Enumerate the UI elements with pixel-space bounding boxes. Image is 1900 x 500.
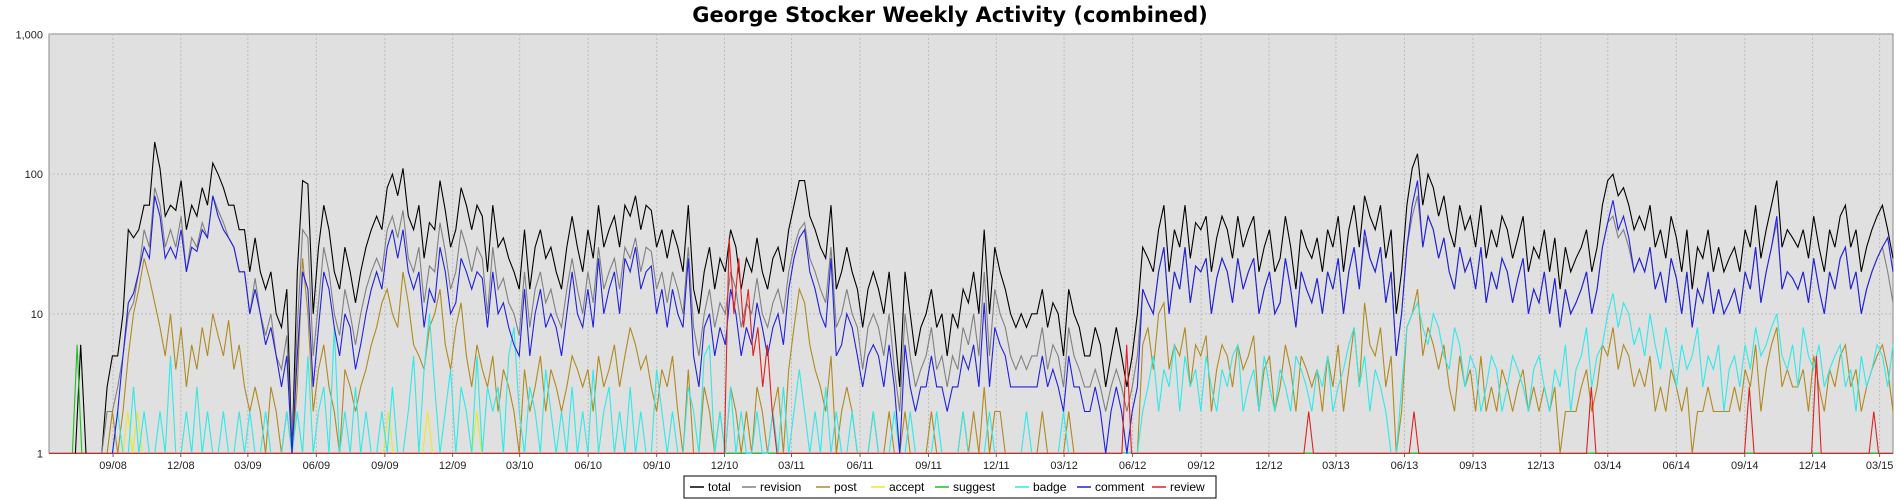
series-line-post (49, 258, 1894, 455)
x-tick-label: 09/08 (99, 460, 127, 472)
x-tick-label: 03/11 (778, 460, 805, 472)
legend-label-review: review (1170, 480, 1205, 494)
legend-label-badge: badge (1033, 480, 1067, 494)
x-tick-label: 09/14 (1731, 460, 1759, 472)
x-tick-label: 09/13 (1459, 460, 1487, 472)
y-tick-label: 100 (25, 169, 43, 181)
legend-label-comment: comment (1095, 480, 1145, 494)
x-tick-label: 06/13 (1391, 460, 1419, 472)
plot-background (48, 33, 1894, 454)
legend-label-post: post (834, 480, 857, 494)
x-tick-label: 06/11 (847, 460, 874, 472)
x-tick-label: 12/13 (1527, 460, 1555, 472)
x-tick-label: 09/10 (643, 460, 671, 472)
chart-title: George Stocker Weekly Activity (combined… (692, 3, 1208, 27)
x-tick-label: 09/09 (371, 460, 399, 472)
series-line-comment (49, 180, 1894, 455)
x-tick-label: 12/14 (1799, 460, 1827, 472)
y-tick-label: 1 (37, 449, 43, 461)
x-tick-label: 12/10 (711, 460, 739, 472)
x-tick-label: 09/11 (915, 460, 942, 472)
x-tick-label: 03/15 (1866, 460, 1894, 472)
x-tick-label: 06/10 (574, 460, 602, 472)
x-tick-label: 12/12 (1255, 460, 1283, 472)
x-tick-label: 09/12 (1187, 460, 1215, 472)
x-tick-label: 03/14 (1594, 460, 1622, 472)
series-line-review (49, 237, 1893, 455)
x-tick-label: 06/12 (1119, 460, 1147, 472)
x-tick-label: 03/09 (234, 460, 262, 472)
legend-label-suggest: suggest (953, 480, 996, 494)
legend: total revision post accept suggest badge comme… (683, 475, 1217, 499)
x-tick-label: 12/09 (439, 460, 467, 472)
plot-area: 1 10 100 1,000 09/08 12/08 03/09 06/09 09/09 12/0… (15, 30, 1894, 472)
legend-box (683, 475, 1217, 499)
x-tick-label: 03/13 (1322, 460, 1350, 472)
x-tick-label: 03/10 (506, 460, 534, 472)
legend-label-total: total (708, 480, 731, 494)
legend-label-accept: accept (889, 480, 925, 494)
y-tick-label: 10 (31, 309, 43, 321)
x-tick-label: 12/11 (983, 460, 1010, 472)
legend-label-revision: revision (760, 480, 801, 494)
x-tick-label: 12/08 (167, 460, 195, 472)
y-tick-label: 1,000 (15, 30, 43, 42)
x-tick-label: 06/14 (1663, 460, 1691, 472)
series-line-total (49, 141, 1894, 455)
x-tick-label: 06/09 (303, 460, 331, 472)
x-tick-label: 03/12 (1050, 460, 1078, 472)
